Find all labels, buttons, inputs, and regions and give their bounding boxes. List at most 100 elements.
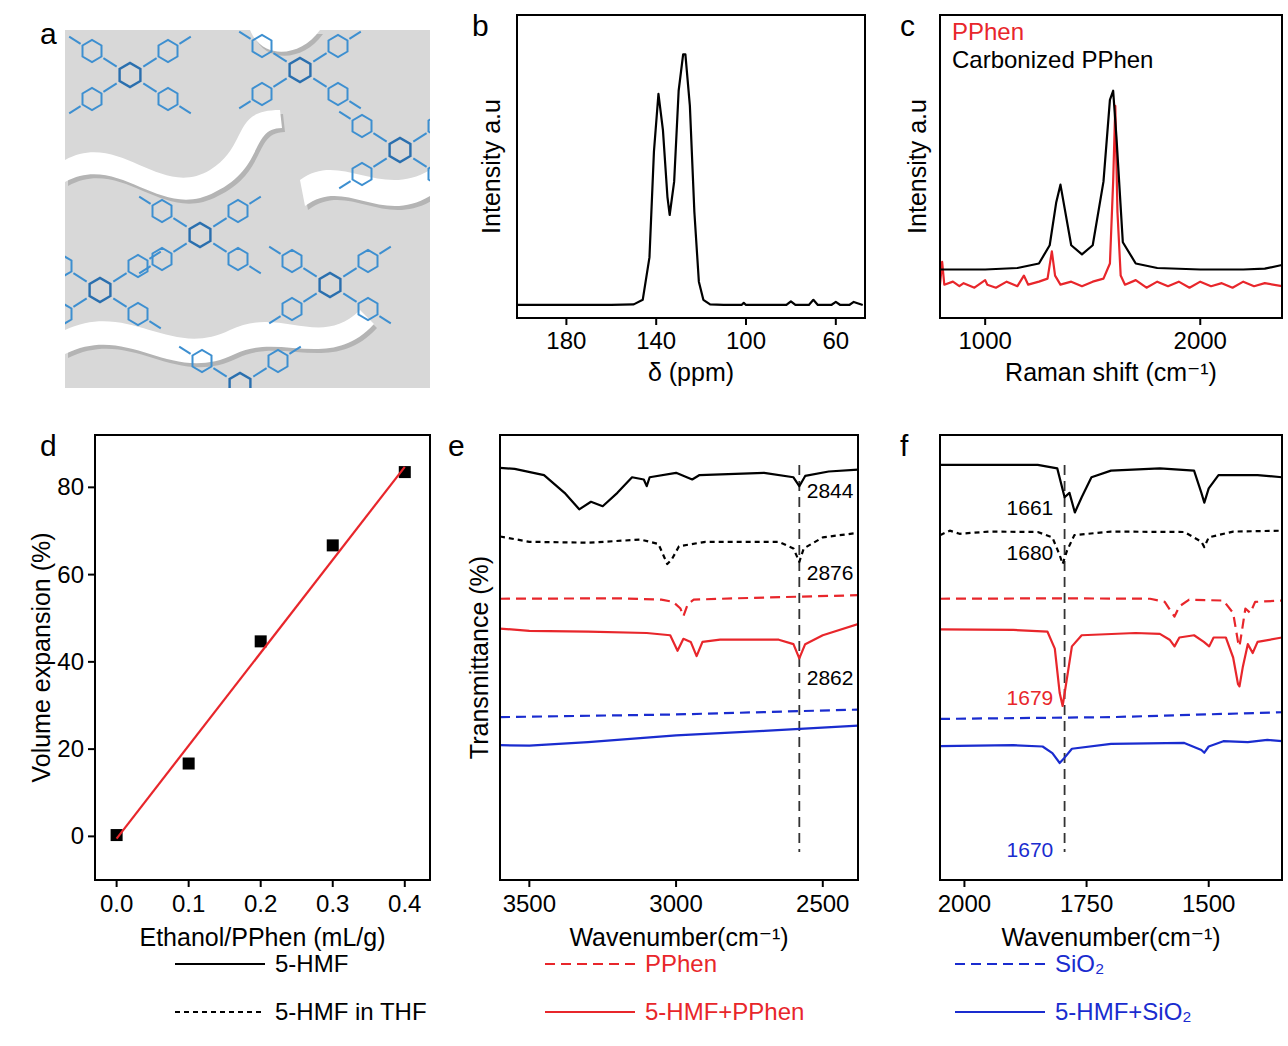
peak-label: 2876 [807, 561, 854, 584]
data-line [500, 710, 858, 718]
phenyl-ring [83, 40, 102, 62]
phenyl-ring [359, 250, 378, 272]
data-line [500, 468, 858, 509]
frame [940, 15, 1282, 318]
bond [413, 158, 426, 166]
reference-line [1064, 465, 1066, 852]
frame [500, 435, 858, 880]
x-tick-label: 180 [546, 327, 586, 354]
bond [249, 266, 260, 273]
phenyl-ring [159, 88, 178, 110]
x-tick [188, 880, 190, 887]
bond [343, 293, 356, 301]
pore [250, 30, 320, 52]
x-tick [1086, 880, 1088, 887]
core-ring [230, 373, 251, 388]
bond [303, 293, 316, 301]
x-tick-label: 0.3 [316, 890, 349, 917]
data-line [500, 533, 858, 564]
phenyl-ring [329, 83, 348, 105]
data-point [111, 829, 123, 841]
y-axis-title: Volume expansion (%) [27, 532, 55, 782]
diagram [65, 30, 430, 388]
data-line [500, 624, 858, 658]
bond [239, 101, 250, 108]
data-line [940, 740, 1282, 763]
panel-letter: f [900, 429, 909, 462]
x-axis-title: Wavenumber(cm⁻¹) [569, 923, 788, 951]
peak-label: 1680 [1007, 541, 1054, 564]
data-point [183, 758, 195, 770]
y-tick-label: 0 [71, 822, 84, 849]
peak-label: 1661 [1007, 496, 1054, 519]
x-tick-label: 100 [726, 327, 766, 354]
data-point [327, 539, 339, 551]
bond [289, 347, 300, 354]
phenyl-ring [429, 163, 431, 185]
frame [517, 15, 865, 318]
legend-entry: Carbonized PPhen [952, 46, 1153, 73]
bond [313, 78, 326, 86]
panel-letter: c [900, 9, 915, 42]
legend-entry: PPhen [645, 950, 717, 977]
data-line [940, 91, 1282, 270]
x-tick [404, 880, 406, 887]
y-tick [88, 486, 95, 488]
phenyl-ring [269, 350, 288, 372]
data-line [940, 531, 1282, 564]
data-line [940, 629, 1282, 706]
x-tick-label: 3500 [503, 890, 556, 917]
bond [139, 197, 150, 204]
legend-entry: 5-HMF+SiO₂ [1055, 998, 1192, 1025]
figure: a18014010060δ (ppm)Intensity a.ub1000200… [0, 0, 1288, 1046]
material-ground [65, 30, 430, 388]
phenyl-ring [253, 83, 272, 105]
y-tick [88, 748, 95, 750]
bond [349, 101, 360, 108]
x-tick-label: 140 [636, 327, 676, 354]
phenyl-ring [353, 115, 372, 137]
x-tick [1208, 880, 1210, 887]
bond [213, 218, 226, 226]
panel-letter: a [40, 17, 57, 50]
bond [73, 298, 86, 306]
data-line [500, 595, 858, 616]
x-tick [116, 880, 118, 887]
x-tick [528, 880, 530, 887]
x-tick [655, 318, 657, 325]
bond [213, 243, 226, 251]
phenyl-ring [153, 248, 172, 270]
bond [179, 37, 190, 44]
x-tick-label: 3000 [649, 890, 702, 917]
phenyl-ring [353, 163, 372, 185]
legend-swatch [175, 963, 265, 965]
bond [179, 347, 190, 354]
peak-label: 1670 [1007, 838, 1054, 861]
phenyl-ring [159, 40, 178, 62]
y-tick [88, 835, 95, 837]
x-axis-title: Ethanol/PPhen (mL/g) [140, 923, 386, 951]
bond [269, 316, 280, 323]
x-tick-label: 2500 [796, 890, 849, 917]
bond [103, 58, 116, 66]
bond [303, 268, 316, 276]
bond [143, 58, 156, 66]
bond [413, 133, 426, 141]
bond [379, 316, 390, 323]
legend-swatch [545, 963, 635, 965]
panel-letter: e [448, 429, 465, 462]
bond [113, 298, 126, 306]
panel-letter: b [472, 9, 489, 42]
x-tick-label: 1750 [1060, 890, 1113, 917]
core-ring [320, 273, 341, 297]
x-tick-label: 0.1 [172, 890, 205, 917]
core-ring [290, 58, 311, 82]
peak-label: 2862 [807, 666, 854, 689]
phenyl-ring [65, 255, 72, 277]
bond [173, 243, 186, 251]
x-tick [835, 318, 837, 325]
x-tick-label: 0.4 [388, 890, 421, 917]
data-line [517, 54, 863, 305]
x-tick-label: 60 [822, 327, 849, 354]
x-axis-title: δ (ppm) [648, 358, 734, 386]
